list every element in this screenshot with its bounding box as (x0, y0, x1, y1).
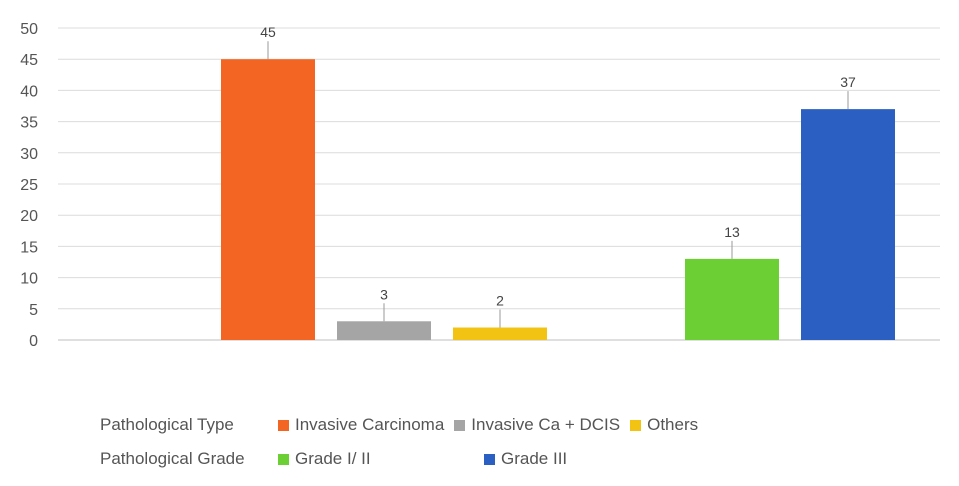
bar (221, 59, 315, 340)
bar (801, 109, 895, 341)
y-tick-label: 50 (20, 21, 38, 38)
legend-row-grade: Pathological Grade Grade I/ II Grade III (100, 442, 708, 476)
legend-item-grade-1-2: Grade I/ II (278, 449, 474, 469)
bar (337, 321, 431, 340)
data-label: 3 (380, 286, 388, 302)
y-tick-label: 15 (20, 239, 38, 256)
legend-row-type: Pathological Type Invasive Carcinoma Inv… (100, 408, 708, 442)
legend-swatch (484, 453, 495, 465)
y-tick-label: 25 (20, 177, 38, 194)
legend-label: Grade III (501, 449, 568, 468)
bar-chart: 0 5 10 15 20 25 30 35 40 45 50 45 3 2 13 37 (20, 21, 940, 350)
data-label: 45 (260, 24, 276, 40)
bar (453, 327, 547, 340)
data-label: 13 (724, 224, 740, 240)
legend-item-grade-3: Grade III (484, 449, 567, 469)
y-tick-label: 35 (20, 115, 38, 132)
legend-swatch (454, 419, 466, 431)
legend-label: Grade I/ II (295, 449, 371, 468)
y-tick-label: 5 (29, 302, 38, 319)
legend-label: Invasive Ca + DCIS (471, 415, 621, 434)
legend-item-others: Others (630, 415, 698, 435)
y-tick-label: 10 (20, 271, 38, 288)
y-tick-label: 30 (20, 146, 38, 163)
legend-item-invasive-carcinoma: Invasive Carcinoma (278, 415, 444, 435)
y-tick-label: 45 (20, 52, 38, 69)
data-label: 2 (496, 293, 504, 309)
legend-swatch (278, 453, 289, 465)
legend-label: Others (647, 415, 699, 434)
data-label: 37 (840, 74, 856, 90)
y-tick-label: 0 (29, 333, 38, 350)
legend-group-label: Pathological Grade (100, 449, 245, 468)
legend-label: Invasive Carcinoma (295, 415, 445, 434)
legend: Pathological Type Invasive Carcinoma Inv… (100, 408, 708, 476)
y-tick-label: 40 (20, 83, 38, 100)
legend-item-invasive-ca-dcis: Invasive Ca + DCIS (454, 415, 620, 435)
legend-group-label: Pathological Type (100, 415, 234, 434)
y-tick-label: 20 (20, 208, 38, 225)
legend-swatch (630, 419, 642, 431)
legend-swatch (278, 419, 289, 431)
bar (685, 258, 779, 340)
